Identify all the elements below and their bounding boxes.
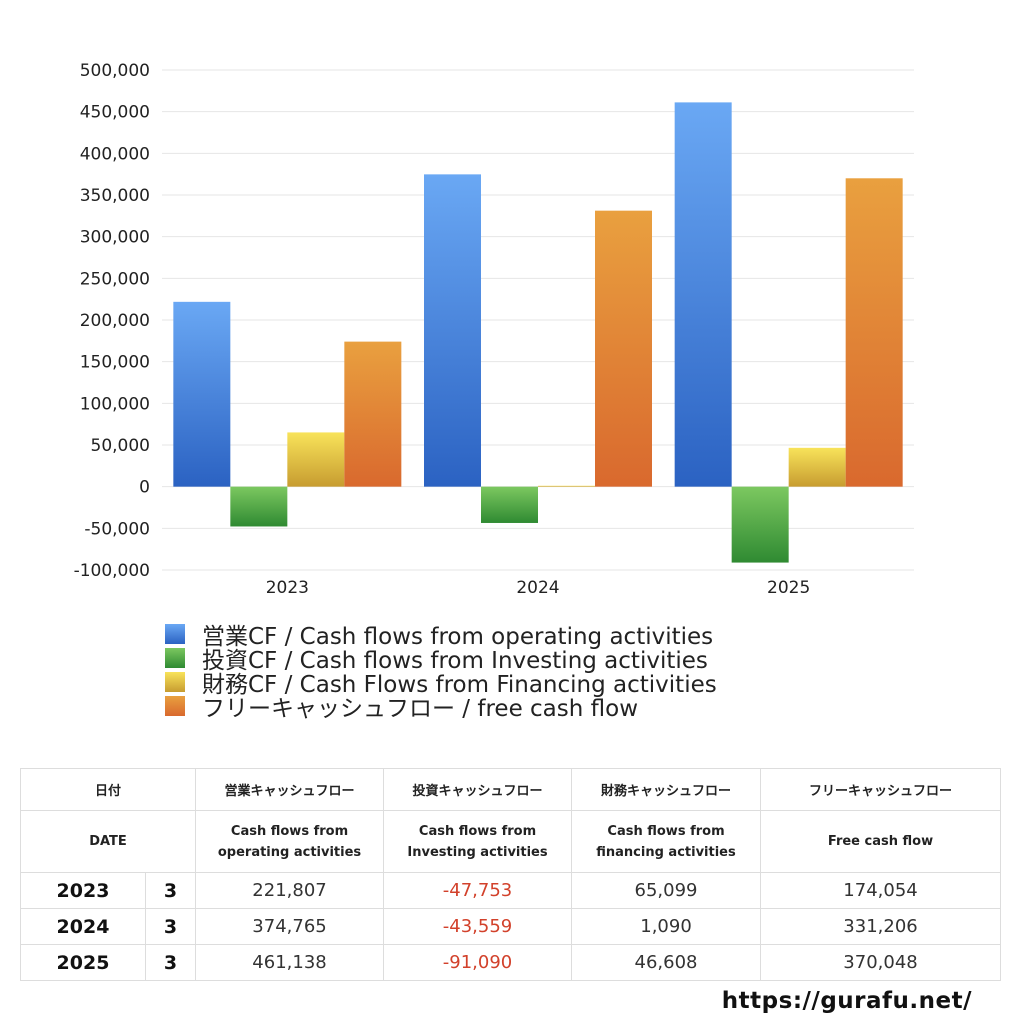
header-investing-jp: 投資キャッシュフロー: [383, 768, 573, 811]
y-axis-ticks: 500,000 450,000 400,000 350,000 300,000 250,0…: [74, 61, 150, 581]
bar: [481, 486, 538, 523]
x-tick-label: 2024: [516, 578, 559, 598]
header-line: operating activities: [217, 844, 362, 860]
cell-financing: 65,099: [571, 872, 762, 909]
x-tick-label: 2025: [767, 578, 810, 598]
bar: [424, 174, 481, 487]
bar: [230, 486, 288, 527]
legend-item-free-cash-flow: フリーキャッシュフロー / free cash flow: [165, 694, 717, 722]
row-month: 3: [144, 872, 197, 909]
header-date-en: DATE: [19, 810, 197, 873]
legend-item-operating: 営業CF / Cash flows from operating activit…: [165, 622, 717, 650]
site-url: https://gurafu.net/: [721, 988, 972, 1014]
header-financing-jp: 財務キャッシュフロー: [571, 768, 762, 811]
row-month: 3: [144, 908, 197, 945]
cash-flow-table: 日付 営業キャッシュフロー 投資キャッシュフロー 財務キャッシュフロー フリーキ…: [19, 768, 1002, 981]
bar: [538, 485, 595, 487]
cell-free-cash-flow: 174,054: [760, 872, 1002, 909]
table-row: 2025 3 461,138 -91,090 46,608 370,048: [20, 944, 1002, 981]
legend-swatch: [165, 624, 185, 644]
y-tick-label: -50,000: [84, 519, 150, 539]
bar: [287, 432, 345, 487]
legend: 営業CF / Cash flows from operating activit…: [165, 622, 717, 722]
y-tick-label: 100,000: [80, 394, 150, 414]
header-free-cash-flow-en: Free cash flow: [760, 810, 1002, 873]
y-tick-label: -100,000: [74, 561, 150, 581]
header-operating-en: Cash flows from operating activities: [195, 810, 385, 873]
bar: [344, 341, 402, 487]
y-tick-label: 250,000: [80, 269, 150, 289]
cell-financing: 46,608: [571, 944, 762, 981]
header-line: Cash flows from: [607, 823, 725, 839]
bars: [173, 102, 903, 563]
header-line: Investing activities: [407, 844, 548, 860]
table-header-row-jp: 日付 営業キャッシュフロー 投資キャッシュフロー 財務キャッシュフロー フリーキ…: [19, 768, 1002, 811]
cell-financing: 1,090: [571, 908, 762, 945]
y-tick-label: 150,000: [80, 353, 150, 373]
cell-investing: -91,090: [383, 944, 573, 981]
header-date-jp: 日付: [19, 768, 197, 811]
cell-free-cash-flow: 331,206: [760, 908, 1002, 945]
row-year: 2025: [20, 944, 146, 981]
y-tick-label: 450,000: [80, 103, 150, 123]
x-axis-ticks: 2023 2024 2025: [266, 578, 811, 598]
legend-item-investing: 投資CF / Cash flows from Investing activit…: [165, 646, 717, 674]
cell-free-cash-flow: 370,048: [760, 944, 1002, 981]
bar: [845, 178, 903, 487]
header-operating-jp: 営業キャッシュフロー: [195, 768, 385, 811]
header-financing-en: Cash flows from financing activities: [571, 810, 762, 873]
row-year: 2023: [20, 872, 146, 909]
legend-label: フリーキャッシュフロー / free cash flow: [202, 696, 639, 722]
legend-swatch: [165, 648, 185, 668]
cell-operating: 461,138: [195, 944, 385, 981]
header-investing-en: Cash flows from Investing activities: [383, 810, 573, 873]
header-line: Cash flows from: [418, 823, 537, 839]
cell-investing: -43,559: [383, 908, 573, 945]
cell-operating: 374,765: [195, 908, 385, 945]
header-line: Cash flows from: [230, 823, 349, 839]
row-month: 3: [144, 944, 197, 981]
cash-flow-chart: 500,000 450,000 400,000 350,000 300,000 250,0…: [74, 61, 914, 598]
bar: [173, 301, 231, 487]
legend-item-financing: 財務CF / Cash Flows from Financing activit…: [165, 670, 717, 698]
table-header-row-en: DATE Cash flows from operating activities…: [19, 810, 1002, 873]
bar: [674, 102, 732, 487]
header-free-cash-flow-jp: フリーキャッシュフロー: [760, 768, 1002, 811]
header-line: financing activities: [596, 844, 736, 860]
y-tick-label: 500,000: [80, 61, 150, 81]
legend-label: 投資CF / Cash flows from Investing activit…: [202, 648, 708, 674]
bar: [595, 210, 652, 487]
legend-label: 営業CF / Cash flows from operating activit…: [202, 624, 714, 650]
y-tick-label: 300,000: [80, 228, 150, 248]
y-tick-label: 0: [139, 478, 150, 498]
cell-operating: 221,807: [195, 872, 385, 909]
x-tick-label: 2023: [266, 578, 309, 598]
table-row: 2024 3 374,765 -43,559 1,090 331,206: [20, 908, 1002, 945]
legend-swatch: [165, 696, 185, 716]
y-tick-label: 50,000: [91, 436, 150, 456]
legend-swatch: [165, 672, 185, 692]
y-tick-label: 200,000: [80, 311, 150, 331]
cell-investing: -47,753: [383, 872, 573, 909]
y-tick-label: 350,000: [80, 186, 150, 206]
bar: [731, 486, 789, 563]
y-tick-label: 400,000: [80, 144, 150, 164]
bar: [788, 447, 846, 487]
table-row: 2023 3 221,807 -47,753 65,099 174,054: [20, 872, 1002, 909]
legend-label: 財務CF / Cash Flows from Financing activit…: [202, 672, 717, 698]
row-year: 2024: [20, 908, 146, 945]
